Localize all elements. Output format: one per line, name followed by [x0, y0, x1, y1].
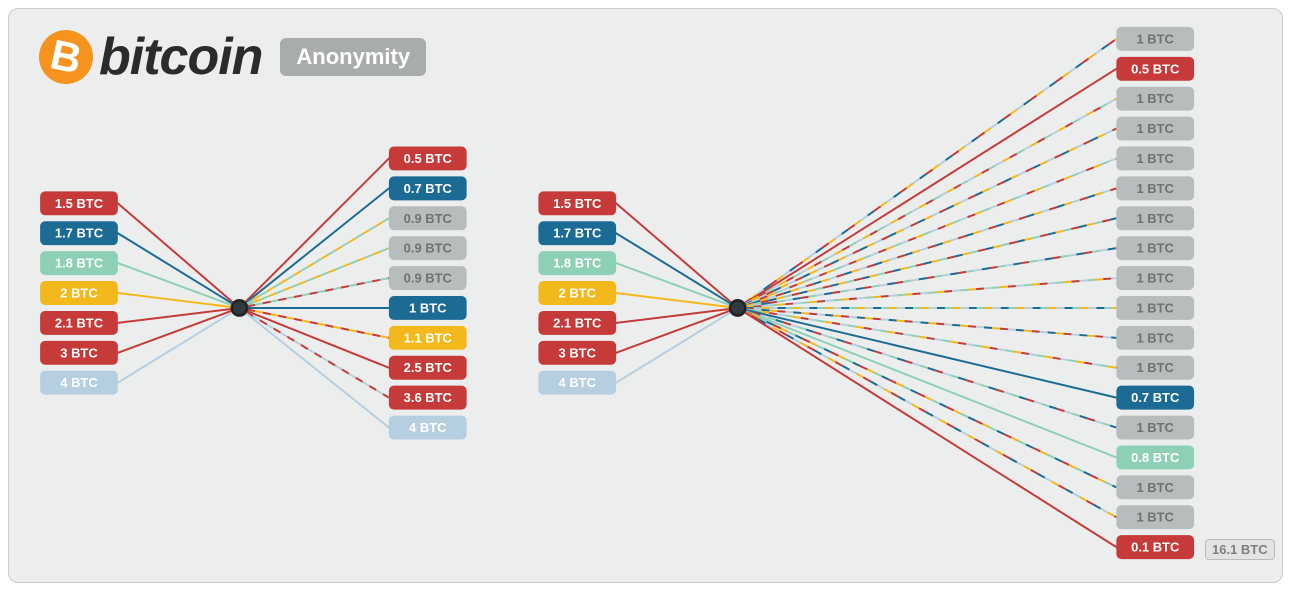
amount-box: 0.1 BTC [1116, 535, 1194, 559]
svg-text:1 BTC: 1 BTC [1137, 510, 1174, 525]
svg-text:1 BTC: 1 BTC [1137, 91, 1174, 106]
svg-text:1 BTC: 1 BTC [1137, 330, 1174, 345]
amount-box: 1.5 BTC [40, 191, 118, 215]
svg-text:1 BTC: 1 BTC [1137, 271, 1174, 286]
amount-box: 1.8 BTC [40, 251, 118, 275]
svg-text:1 BTC: 1 BTC [1137, 211, 1174, 226]
amount-box: 0.8 BTC [1116, 445, 1194, 469]
svg-text:1 BTC: 1 BTC [1137, 360, 1174, 375]
amount-box: 1 BTC [1116, 266, 1194, 290]
svg-text:2.1 BTC: 2.1 BTC [55, 315, 103, 330]
amount-box: 2 BTC [40, 281, 118, 305]
amount-box: 0.9 BTC [389, 206, 467, 230]
infographic-canvas: B bitcoin Anonymity 1.5 BTC1.7 BTC1.8 BT… [8, 8, 1283, 583]
svg-text:1 BTC: 1 BTC [1137, 480, 1174, 495]
svg-text:4 BTC: 4 BTC [60, 375, 97, 390]
amount-box: 0.9 BTC [389, 266, 467, 290]
svg-text:2.1 BTC: 2.1 BTC [553, 315, 601, 330]
svg-text:1.1 BTC: 1.1 BTC [404, 330, 452, 345]
amount-box: 4 BTC [40, 371, 118, 395]
amount-box: 1.5 BTC [538, 191, 616, 215]
svg-text:0.7 BTC: 0.7 BTC [404, 181, 452, 196]
amount-box: 1 BTC [1116, 296, 1194, 320]
svg-text:4 BTC: 4 BTC [559, 375, 596, 390]
amount-box: 2.1 BTC [40, 311, 118, 335]
svg-text:1.5 BTC: 1.5 BTC [553, 196, 601, 211]
amount-box: 1.8 BTC [538, 251, 616, 275]
amount-box: 1 BTC [1116, 87, 1194, 111]
amount-box: 1 BTC [1116, 505, 1194, 529]
svg-text:0.7 BTC: 0.7 BTC [1131, 390, 1179, 405]
amount-box: 1 BTC [1116, 475, 1194, 499]
amount-box: 4 BTC [389, 416, 467, 440]
svg-text:0.8 BTC: 0.8 BTC [1131, 450, 1179, 465]
svg-text:1 BTC: 1 BTC [1137, 241, 1174, 256]
amount-box: 3 BTC [538, 341, 616, 365]
amount-box: 1 BTC [1116, 147, 1194, 171]
amount-box: 1 BTC [1116, 326, 1194, 350]
total-badge: 16.1 BTC [1205, 539, 1275, 560]
svg-text:0.9 BTC: 0.9 BTC [404, 241, 452, 256]
amount-box: 1 BTC [1116, 117, 1194, 141]
amount-box: 0.7 BTC [1116, 386, 1194, 410]
svg-text:2 BTC: 2 BTC [559, 286, 596, 301]
flow-diagram: 1.5 BTC 1.7 BTC 1.8 BTC 2 BTC 2.1 BTC 3 BTC 4 … [9, 9, 1282, 582]
svg-text:0.5 BTC: 0.5 BTC [404, 151, 452, 166]
amount-box: 2 BTC [538, 281, 616, 305]
amount-box: 3 BTC [40, 341, 118, 365]
amount-box: 1 BTC [1116, 206, 1194, 230]
amount-box: 3.6 BTC [389, 386, 467, 410]
amount-box: 4 BTC [538, 371, 616, 395]
amount-box: 1.7 BTC [538, 221, 616, 245]
svg-text:0.1 BTC: 0.1 BTC [1131, 540, 1179, 555]
svg-text:1 BTC: 1 BTC [1137, 121, 1174, 136]
amount-box: 1 BTC [1116, 27, 1194, 51]
amount-box: 0.5 BTC [1116, 57, 1194, 81]
amount-box: 0.5 BTC [389, 147, 467, 171]
svg-text:1.8 BTC: 1.8 BTC [55, 256, 103, 271]
svg-text:1 BTC: 1 BTC [1137, 151, 1174, 166]
svg-text:0.9 BTC: 0.9 BTC [404, 211, 452, 226]
svg-text:1.7 BTC: 1.7 BTC [553, 226, 601, 241]
svg-text:1 BTC: 1 BTC [1137, 31, 1174, 46]
amount-box: 0.7 BTC [389, 176, 467, 200]
svg-text:2 BTC: 2 BTC [60, 286, 97, 301]
amount-box: 1 BTC [1116, 416, 1194, 440]
svg-text:4 BTC: 4 BTC [409, 420, 446, 435]
amount-box: 1 BTC [1116, 176, 1194, 200]
svg-text:0.5 BTC: 0.5 BTC [1131, 61, 1179, 76]
svg-text:3 BTC: 3 BTC [559, 345, 596, 360]
svg-text:1.5 BTC: 1.5 BTC [55, 196, 103, 211]
svg-text:1 BTC: 1 BTC [409, 300, 446, 315]
svg-text:1 BTC: 1 BTC [1137, 300, 1174, 315]
amount-box: 1 BTC [389, 296, 467, 320]
svg-text:1 BTC: 1 BTC [1137, 420, 1174, 435]
svg-text:1.7 BTC: 1.7 BTC [55, 226, 103, 241]
svg-text:2.5 BTC: 2.5 BTC [404, 360, 452, 375]
svg-text:3.6 BTC: 3.6 BTC [404, 390, 452, 405]
amount-box: 1.1 BTC [389, 326, 467, 350]
svg-text:1.8 BTC: 1.8 BTC [553, 256, 601, 271]
svg-text:0.9 BTC: 0.9 BTC [404, 271, 452, 286]
amount-box: 1 BTC [1116, 236, 1194, 260]
amount-box: 2.5 BTC [389, 356, 467, 380]
amount-box: 2.1 BTC [538, 311, 616, 335]
amount-box: 1 BTC [1116, 356, 1194, 380]
svg-text:1 BTC: 1 BTC [1137, 181, 1174, 196]
svg-text:3 BTC: 3 BTC [60, 345, 97, 360]
amount-box: 0.9 BTC [389, 236, 467, 260]
amount-box: 1.7 BTC [40, 221, 118, 245]
